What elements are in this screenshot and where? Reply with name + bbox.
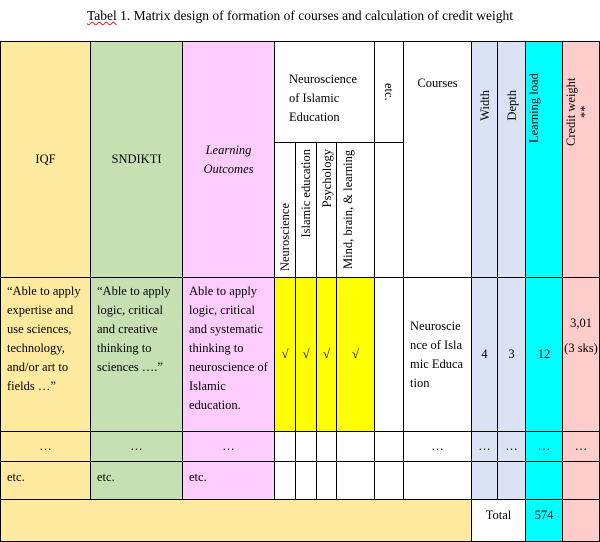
total-credit-weight	[562, 499, 600, 542]
total-value: 574	[525, 499, 563, 542]
row3-course	[403, 461, 472, 500]
row1-learning-outcomes: Able to apply logic, critical and system…	[182, 277, 275, 432]
row3-sub-4	[336, 461, 375, 500]
header-etc-sub	[374, 142, 404, 278]
row2-etc	[374, 431, 404, 462]
row3-iqf: etc.	[0, 461, 91, 500]
subheader-mind-brain-learning: Mind, brain, & learning	[336, 142, 375, 278]
subheader-mind-brain-learning-label: Mind, brain, & learning	[340, 149, 355, 269]
header-width: Width	[471, 41, 498, 278]
row2-sub-1	[274, 431, 296, 462]
caption-prefix: Tabel	[86, 8, 117, 23]
header-learning-load-label: Learning load	[527, 73, 541, 143]
row3-etc	[374, 461, 404, 500]
header-etc-label: etc.	[382, 83, 396, 101]
header-learning-load: Learning load	[525, 41, 563, 278]
row3-width	[471, 461, 498, 500]
row2-sub-2	[295, 431, 317, 462]
row3-sndikti: etc.	[90, 461, 183, 500]
row2-course: …	[403, 431, 472, 462]
row2-width: …	[471, 431, 498, 462]
subheader-neuroscience-label: Neuroscience	[278, 202, 292, 271]
row2-learning-load: …	[525, 431, 563, 462]
header-etc: etc.	[374, 41, 404, 143]
row1-iqf: “Able to apply expertise and use science…	[0, 277, 91, 432]
row1-width: 4	[471, 277, 498, 432]
header-width-label: Width	[477, 90, 492, 121]
header-sndikti: SNDIKTI	[90, 41, 183, 278]
row1-depth: 3	[497, 277, 526, 432]
row1-check-psychology: √	[316, 277, 337, 432]
row1-check-mind-brain: √	[336, 277, 375, 432]
row1-credit-weight: 3,01 (3 sks)	[562, 277, 600, 432]
row1-credit-sks: (3 sks)	[564, 341, 598, 355]
header-depth-label: Depth	[504, 90, 519, 121]
caption-text: 1. Matrix design of formation of courses…	[116, 8, 514, 23]
row1-learning-load: 12	[525, 277, 563, 432]
row2-credit-weight: …	[562, 431, 600, 462]
header-learning-outcomes: Learning Outcomes	[182, 41, 275, 278]
subheader-psychology: Psychology	[316, 142, 337, 278]
subheader-psychology-label: Psychology	[319, 149, 334, 208]
row2-iqf: …	[0, 431, 91, 462]
row2-depth: …	[497, 431, 526, 462]
header-neuroscience-group: Neuroscience of Islamic Education	[274, 41, 375, 143]
row3-sub-1	[274, 461, 296, 500]
row3-learning-load	[525, 461, 563, 500]
header-depth: Depth	[497, 41, 526, 278]
row1-sndikti: “Able to apply logic, critical and creat…	[90, 277, 183, 432]
row1-course: Neuroscience of Islamic Education	[403, 277, 472, 432]
row3-depth	[497, 461, 526, 500]
header-credit-weight-label: Credit weight **	[564, 77, 592, 147]
row3-learning-outcomes: etc.	[182, 461, 275, 500]
total-row-spacer	[0, 499, 472, 542]
row2-sndikti: …	[90, 431, 183, 462]
row2-sub-3	[316, 431, 337, 462]
header-credit-weight: Credit weight **	[562, 41, 600, 278]
row3-sub-2	[295, 461, 317, 500]
header-courses: Courses	[403, 41, 472, 278]
subheader-islamic-education: Islamic education	[295, 142, 317, 278]
row2-learning-outcomes: …	[182, 431, 275, 462]
row1-check-islamic-education: √	[295, 277, 317, 432]
row1-etc	[374, 277, 404, 432]
row3-credit-weight	[562, 461, 600, 500]
total-label: Total	[471, 499, 526, 542]
subheader-neuroscience: Neuroscience	[274, 142, 296, 278]
row2-sub-4	[336, 431, 375, 462]
subheader-islamic-education-label: Islamic education	[299, 149, 313, 238]
header-iqf: IQF	[0, 41, 91, 278]
row1-check-neuroscience: √	[274, 277, 296, 432]
row3-sub-3	[316, 461, 337, 500]
row1-credit-value: 3,01	[570, 316, 592, 330]
table-caption: Tabel 1. Matrix design of formation of c…	[0, 8, 600, 24]
